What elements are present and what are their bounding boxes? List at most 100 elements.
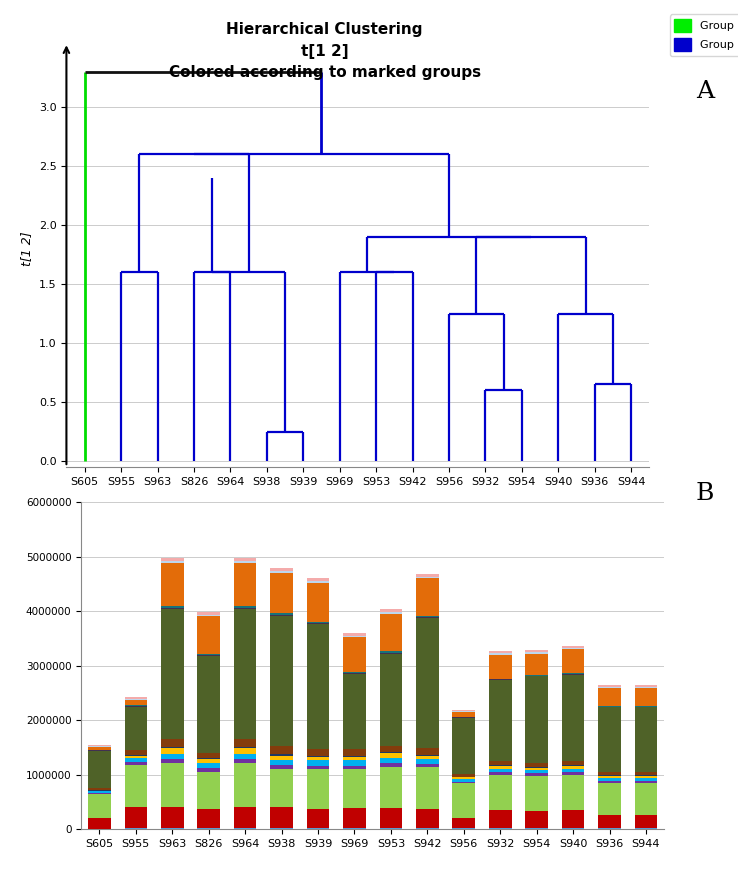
Bar: [88, 793, 111, 794]
Bar: [416, 616, 438, 617]
Bar: [198, 616, 220, 654]
Bar: [599, 815, 621, 828]
Bar: [635, 783, 658, 815]
Bar: [599, 783, 621, 815]
Bar: [599, 776, 621, 778]
Bar: [88, 794, 111, 818]
Bar: [125, 758, 147, 762]
Bar: [599, 688, 621, 706]
Bar: [234, 760, 256, 763]
Bar: [379, 828, 402, 829]
Bar: [379, 614, 402, 651]
Bar: [307, 756, 329, 757]
Bar: [307, 623, 329, 624]
Bar: [452, 828, 475, 829]
Bar: [343, 769, 366, 808]
Bar: [198, 828, 220, 829]
Bar: [234, 763, 256, 807]
Bar: [234, 747, 256, 748]
Bar: [562, 765, 584, 766]
Bar: [88, 751, 111, 788]
Bar: [525, 767, 548, 770]
Bar: [525, 654, 548, 675]
Bar: [635, 778, 658, 781]
Bar: [270, 568, 293, 571]
Bar: [525, 828, 548, 829]
Bar: [562, 775, 584, 810]
Bar: [125, 750, 147, 755]
Bar: [161, 748, 184, 753]
Bar: [635, 707, 658, 772]
Bar: [198, 759, 220, 760]
Bar: [161, 753, 184, 760]
Bar: [343, 636, 366, 637]
Bar: [198, 760, 220, 763]
Bar: [525, 773, 548, 776]
Bar: [599, 778, 621, 781]
Bar: [343, 808, 366, 828]
Bar: [161, 559, 184, 561]
Bar: [234, 828, 256, 829]
Bar: [88, 788, 111, 790]
Bar: [416, 828, 438, 829]
Bar: [125, 755, 147, 756]
Bar: [599, 772, 621, 775]
Bar: [234, 753, 256, 760]
Bar: [525, 650, 548, 652]
Bar: [270, 613, 293, 615]
Bar: [489, 766, 511, 768]
Bar: [562, 773, 584, 775]
Bar: [307, 828, 329, 829]
Bar: [379, 746, 402, 753]
Bar: [379, 763, 402, 766]
Bar: [161, 608, 184, 609]
Text: A: A: [696, 80, 714, 103]
Bar: [161, 563, 184, 606]
Bar: [599, 707, 621, 772]
Bar: [198, 772, 220, 809]
Bar: [161, 561, 184, 563]
Bar: [416, 574, 438, 576]
Bar: [635, 776, 658, 778]
Bar: [198, 655, 220, 656]
Bar: [307, 749, 329, 756]
Bar: [416, 764, 438, 767]
Bar: [161, 807, 184, 828]
Bar: [343, 828, 366, 829]
Bar: [234, 561, 256, 563]
Bar: [452, 783, 475, 818]
Bar: [489, 680, 511, 761]
Bar: [343, 749, 366, 756]
Bar: [161, 763, 184, 807]
Bar: [489, 651, 511, 653]
Bar: [416, 809, 438, 828]
Bar: [379, 766, 402, 808]
Bar: [416, 748, 438, 754]
Bar: [379, 808, 402, 828]
Bar: [125, 756, 147, 758]
Bar: [635, 688, 658, 706]
Text: Colored according to marked groups: Colored according to marked groups: [169, 65, 480, 80]
Text: Hierarchical Clustering: Hierarchical Clustering: [227, 22, 423, 37]
Bar: [452, 718, 475, 774]
Bar: [270, 755, 293, 760]
Bar: [343, 633, 366, 636]
Bar: [198, 654, 220, 655]
Bar: [452, 774, 475, 777]
Bar: [379, 654, 402, 746]
Bar: [161, 747, 184, 748]
Bar: [525, 776, 548, 811]
Bar: [635, 685, 658, 687]
Bar: [234, 807, 256, 828]
Bar: [270, 807, 293, 828]
Bar: [307, 581, 329, 582]
Bar: [307, 766, 329, 769]
Bar: [489, 765, 511, 766]
Bar: [525, 762, 548, 766]
Bar: [452, 710, 475, 711]
Bar: [88, 791, 111, 793]
Bar: [307, 582, 329, 622]
Bar: [234, 559, 256, 561]
Bar: [562, 768, 584, 773]
Text: t[1 2]: t[1 2]: [301, 44, 348, 58]
